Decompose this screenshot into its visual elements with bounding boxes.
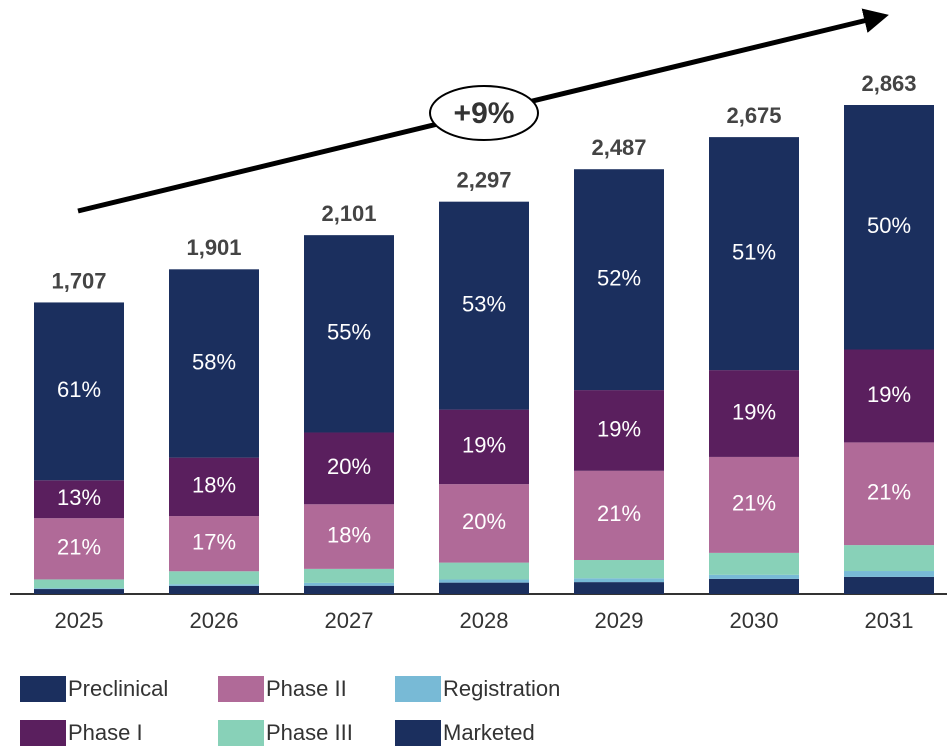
bar-segment	[439, 201, 529, 410]
total-label: 2,101	[321, 201, 376, 226]
bar-segment	[844, 442, 934, 546]
segment-label: 18%	[327, 522, 371, 547]
bar-segment	[34, 302, 124, 481]
bar-segment	[709, 578, 799, 594]
segment-label: 19%	[462, 433, 506, 458]
total-label: 1,901	[186, 235, 241, 260]
bar-segment	[34, 579, 124, 589]
bar-segment	[844, 576, 934, 594]
segment-label: 21%	[732, 491, 776, 516]
segment-label: 21%	[867, 480, 911, 505]
legend-swatch	[20, 720, 66, 746]
bar-segment	[439, 582, 529, 594]
bar-segment	[709, 574, 799, 579]
bar-segment	[34, 480, 124, 519]
legend-swatch	[218, 676, 264, 702]
bar-segment	[844, 349, 934, 443]
segment-label: 61%	[57, 377, 101, 402]
segment-label: 20%	[327, 454, 371, 479]
x-tick-label: 2028	[460, 608, 509, 633]
legend-label: Registration	[443, 676, 560, 701]
bar-segment	[304, 235, 394, 433]
bar-segment	[844, 571, 934, 577]
bar-segment	[844, 105, 934, 350]
bar-segment	[574, 470, 664, 561]
segment-label: 21%	[57, 535, 101, 560]
segment-label: 20%	[462, 509, 506, 534]
bar-segment	[439, 562, 529, 580]
total-label: 2,863	[861, 71, 916, 96]
bar-segment	[709, 456, 799, 553]
bar-segment	[439, 409, 529, 485]
bar-segment	[709, 370, 799, 457]
segment-label: 52%	[597, 265, 641, 290]
x-tick-label: 2026	[190, 608, 239, 633]
bar-segment	[574, 169, 664, 391]
segment-label: 19%	[732, 399, 776, 424]
bar-segment	[304, 568, 394, 583]
x-tick-label: 2030	[730, 608, 779, 633]
bar-segment	[169, 269, 259, 458]
legend-label: Preclinical	[68, 676, 168, 701]
bar-segment	[304, 582, 394, 586]
annotation: +9%	[454, 97, 515, 130]
legend-label: Phase II	[266, 676, 347, 701]
x-tick-label: 2027	[325, 608, 374, 633]
segment-label: 13%	[57, 485, 101, 510]
legend-label: Phase I	[68, 720, 143, 745]
bar-segment	[34, 588, 124, 590]
bar-segment	[169, 516, 259, 572]
legend-swatch	[218, 720, 264, 746]
bar-segment	[304, 504, 394, 569]
bar-segment	[169, 571, 259, 585]
segment-label: 50%	[867, 213, 911, 238]
bar-segment	[439, 484, 529, 563]
segment-label: 21%	[597, 501, 641, 526]
bar-segment	[844, 545, 934, 572]
total-label: 2,487	[591, 135, 646, 160]
x-tick-label: 2031	[865, 608, 914, 633]
segment-label: 55%	[327, 320, 371, 345]
annotation-ellipse	[429, 85, 539, 141]
bar-segment	[34, 518, 124, 580]
segment-label: 51%	[732, 239, 776, 264]
total-label: 2,675	[726, 103, 781, 128]
bar-segment	[169, 584, 259, 586]
x-tick-label: 2029	[595, 608, 644, 633]
bar-segment	[34, 589, 124, 594]
bar-segment	[709, 552, 799, 575]
total-label: 2,297	[456, 167, 511, 192]
legend-swatch	[395, 720, 441, 746]
bar-segment	[709, 137, 799, 371]
segment-label: 19%	[867, 382, 911, 407]
legend-swatch	[395, 676, 441, 702]
bar-segment	[574, 578, 664, 583]
bar-segment	[574, 390, 664, 471]
bar-segment	[304, 585, 394, 594]
legend-swatch	[20, 676, 66, 702]
bar-segment	[169, 585, 259, 594]
bar-segment	[439, 579, 529, 583]
segment-label: 19%	[597, 416, 641, 441]
bar-segment	[169, 457, 259, 517]
segment-label: 53%	[462, 291, 506, 316]
bar-segment	[304, 432, 394, 505]
bar-segment	[574, 582, 664, 594]
segment-label: 18%	[192, 473, 236, 498]
x-tick-label: 2025	[55, 608, 104, 633]
segment-label: 58%	[192, 349, 236, 374]
segment-label: 17%	[192, 529, 236, 554]
bar-segment	[574, 560, 664, 579]
legend-label: Phase III	[266, 720, 353, 745]
total-label: 1,707	[51, 268, 106, 293]
legend-label: Marketed	[443, 720, 535, 745]
